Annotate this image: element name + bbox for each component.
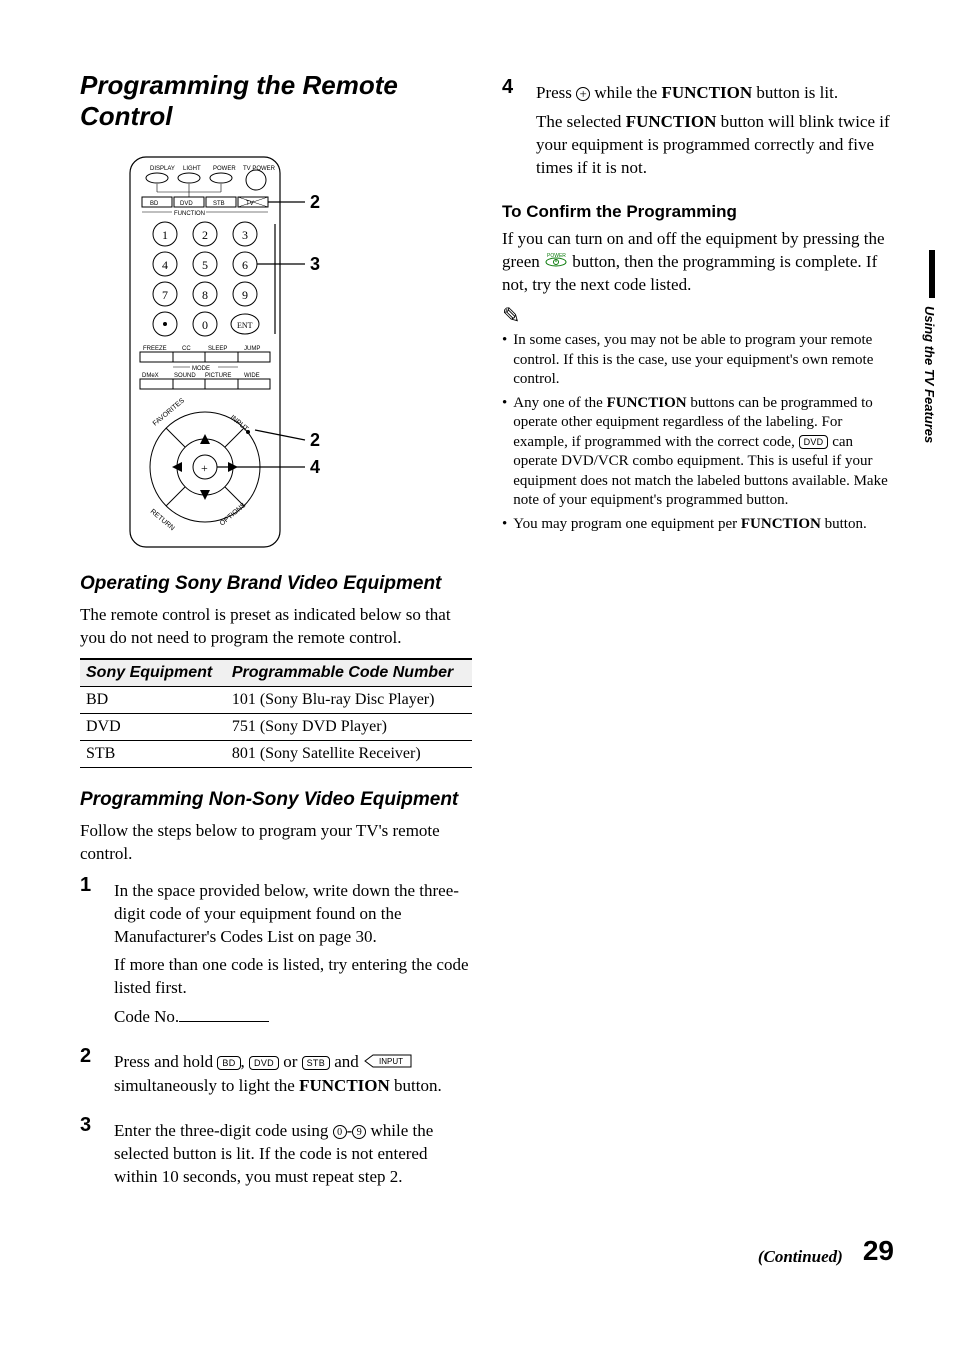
right-column: 4 Press + while the FUNCTION button is l…	[502, 70, 894, 1205]
svg-text:2: 2	[310, 430, 320, 450]
svg-text:FUNCTION: FUNCTION	[174, 211, 205, 217]
stb-icon: STB	[302, 1056, 330, 1070]
lbl-display: DISPLAY	[150, 166, 175, 172]
side-tab: Using the TV Features	[922, 250, 942, 443]
svg-text:4: 4	[162, 258, 168, 272]
note-item: In some cases, you may not be able to pr…	[502, 331, 894, 390]
step-3: 3 Enter the three-digit code using 0-9 w…	[80, 1114, 472, 1195]
svg-text:+: +	[201, 461, 208, 475]
step-4: 4 Press + while the FUNCTION button is l…	[502, 76, 894, 186]
plus-icon: +	[576, 87, 590, 101]
svg-text:DMeX: DMeX	[142, 373, 159, 379]
dvd-icon: DVD	[249, 1056, 279, 1070]
svg-text:8: 8	[202, 288, 208, 302]
side-label: Using the TV Features	[922, 306, 937, 443]
svg-text:5: 5	[202, 258, 208, 272]
svg-text:9: 9	[242, 288, 248, 302]
steps-list: 1 In the space provided below, write dow…	[80, 874, 472, 1195]
table-row: STB801 (Sony Satellite Receiver)	[80, 741, 472, 768]
th-code: Programmable Code Number	[226, 659, 472, 687]
remote-diagram: DISPLAY LIGHT POWER TV POWER BD DVD	[110, 152, 472, 552]
svg-text:3: 3	[242, 228, 248, 242]
svg-text:2: 2	[202, 228, 208, 242]
input-icon: INPUT	[363, 1052, 413, 1075]
left-column: Programming the Remote Control DISPLAY L…	[80, 70, 472, 1205]
svg-text:1: 1	[162, 228, 168, 242]
svg-text:ENT: ENT	[237, 321, 253, 330]
page-content: Programming the Remote Control DISPLAY L…	[80, 70, 894, 1205]
svg-text:SOUND: SOUND	[174, 373, 196, 379]
svg-text:JUMP: JUMP	[244, 346, 260, 352]
svg-text:SLEEP: SLEEP	[208, 346, 227, 352]
confirm-heading: To Confirm the Programming	[502, 202, 894, 222]
note-icon: ✎	[502, 303, 894, 329]
page-number: 29	[863, 1235, 894, 1267]
svg-text:STB: STB	[213, 201, 225, 207]
power-icon: POWER	[544, 251, 568, 274]
sony-heading: Operating Sony Brand Video Equipment	[80, 572, 472, 596]
note-item: Any one of the FUNCTION buttons can be p…	[502, 394, 894, 511]
side-bar	[929, 250, 935, 298]
svg-text:MODE: MODE	[192, 366, 210, 372]
table-row: DVD751 (Sony DVD Player)	[80, 714, 472, 741]
svg-text:BD: BD	[150, 201, 159, 207]
svg-text:FREEZE: FREEZE	[143, 346, 167, 352]
page-title: Programming the Remote Control	[80, 70, 472, 132]
step-2: 2 Press and hold BD, DVD or STB and INPU…	[80, 1045, 472, 1104]
svg-text:0: 0	[202, 318, 208, 332]
steps-list-right: 4 Press + while the FUNCTION button is l…	[502, 76, 894, 186]
confirm-para: If you can turn on and off the equipment…	[502, 228, 894, 297]
digit0-icon: 0	[333, 1125, 347, 1139]
th-equip: Sony Equipment	[80, 659, 226, 687]
lbl-power: POWER	[213, 166, 236, 172]
svg-text:6: 6	[242, 258, 248, 272]
svg-text:DVD: DVD	[180, 201, 193, 207]
nonsony-intro: Follow the steps below to program your T…	[80, 820, 472, 866]
bd-icon: BD	[217, 1056, 240, 1070]
note-item: You may program one equipment per FUNCTI…	[502, 515, 894, 535]
notes-list: In some cases, you may not be able to pr…	[502, 331, 894, 534]
svg-text:INPUT: INPUT	[379, 1057, 403, 1066]
svg-text:CC: CC	[182, 346, 191, 352]
svg-text:7: 7	[162, 288, 168, 302]
nonsony-heading: Programming Non-Sony Video Equipment	[80, 788, 472, 812]
svg-text:WIDE: WIDE	[244, 373, 260, 379]
table-row: BD101 (Sony Blu-ray Disc Player)	[80, 687, 472, 714]
code-no-line: Code No.	[114, 1006, 472, 1029]
svg-text:4: 4	[310, 457, 320, 477]
svg-text:PICTURE: PICTURE	[205, 373, 231, 379]
code-blank	[179, 1021, 269, 1022]
step-1: 1 In the space provided below, write dow…	[80, 874, 472, 1036]
digit9-icon: 9	[352, 1125, 366, 1139]
sony-intro: The remote control is preset as indicate…	[80, 604, 472, 650]
svg-text:TV: TV	[246, 201, 254, 207]
page-footer: (Continued) 29	[80, 1235, 894, 1267]
lbl-light: LIGHT	[183, 166, 201, 172]
svg-text:2: 2	[310, 192, 320, 212]
dvd-icon: DVD	[799, 435, 829, 449]
remote-svg: DISPLAY LIGHT POWER TV POWER BD DVD	[110, 152, 340, 552]
svg-text:3: 3	[310, 254, 320, 274]
sony-codes-table: Sony Equipment Programmable Code Number …	[80, 658, 472, 768]
continued-label: (Continued)	[758, 1247, 843, 1267]
